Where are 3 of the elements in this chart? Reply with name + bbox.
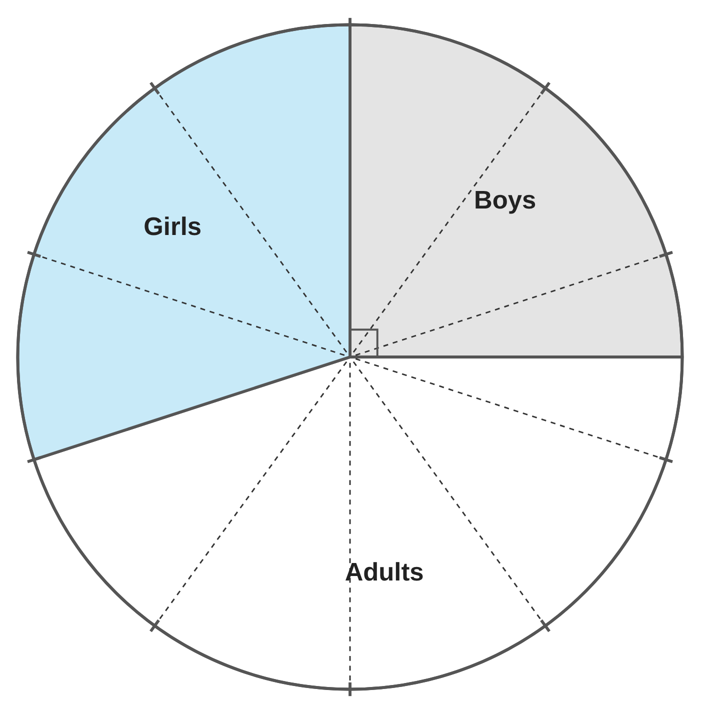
- slice-label: Boys: [474, 186, 536, 215]
- slice-label: Girls: [144, 212, 202, 241]
- slice-label: Adults: [344, 558, 424, 586]
